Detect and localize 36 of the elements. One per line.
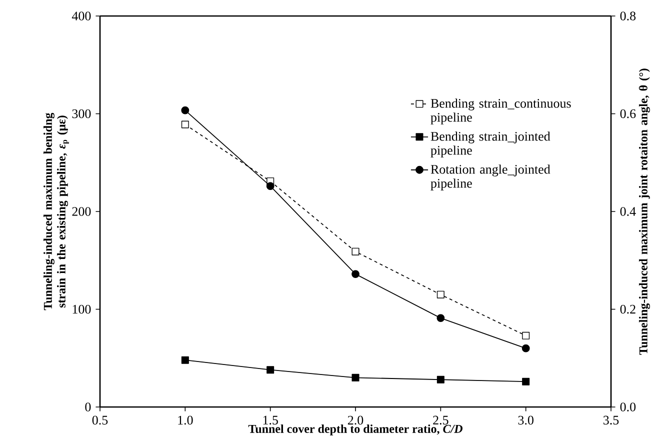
y2-tick-label: 0.4 <box>620 207 636 216</box>
y2-axis-title: Tunneling-induced maximum joint rotaiton angle, θ (°) <box>638 68 650 355</box>
point <box>436 314 445 322</box>
point <box>522 378 530 386</box>
point <box>436 290 444 298</box>
x-tick-label: 1.5 <box>263 416 278 425</box>
x-tick-label: 3.5 <box>604 416 619 425</box>
y-tick-label: 400 <box>72 12 91 20</box>
y2-tick-label: 0.6 <box>620 109 636 118</box>
point <box>522 344 530 352</box>
x-tick-label: 1.0 <box>178 416 193 425</box>
x-axis-title: Tunnel cover depth to diameter ratio, C/D <box>248 424 462 436</box>
point <box>522 332 530 340</box>
y2-tick-label: 0.2 <box>620 304 636 314</box>
y2-tick-label: 0.8 <box>620 12 636 20</box>
point <box>181 106 190 114</box>
legend-label: Rotation angle_jointed pipeline <box>430 164 550 190</box>
y2-tick-label: 0.0 <box>620 402 636 412</box>
point <box>266 366 274 374</box>
x-tick-label: 0.5 <box>92 416 108 425</box>
point <box>352 248 360 256</box>
legend-label: Bending strain_continuous pipeline <box>430 98 571 124</box>
point <box>352 374 360 382</box>
point <box>352 270 360 278</box>
x-tick-label: 3.0 <box>518 416 534 425</box>
legend-label: Bending strain_jointed pipeline <box>430 132 550 158</box>
point <box>181 356 189 364</box>
point <box>436 376 444 384</box>
y-tick-label: 0 <box>85 402 91 412</box>
point <box>181 120 189 128</box>
x-tick-label: 2.0 <box>348 416 364 425</box>
y-tick-label: 200 <box>72 207 91 216</box>
x-tick-label: 2.5 <box>433 416 448 425</box>
y-tick-label: 100 <box>72 304 91 314</box>
y-tick-label: 300 <box>72 109 91 118</box>
point <box>266 182 274 190</box>
